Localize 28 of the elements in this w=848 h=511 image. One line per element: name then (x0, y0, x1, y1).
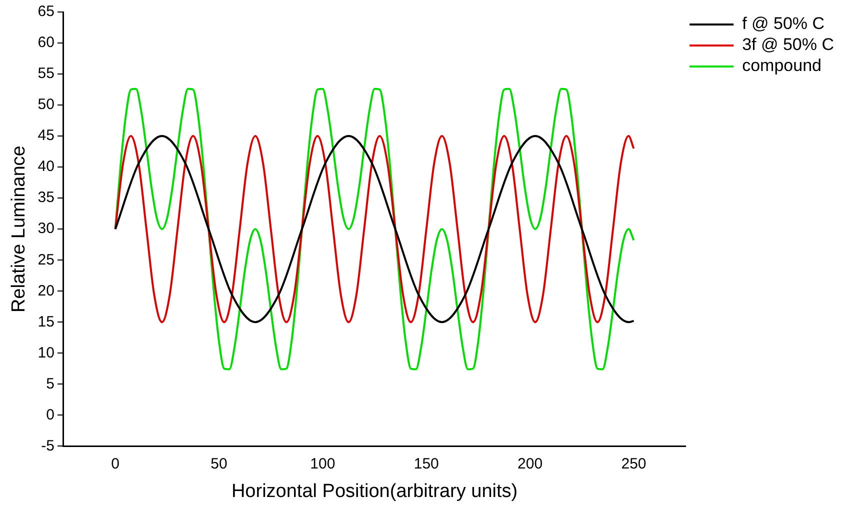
x-tick-label: 0 (111, 455, 120, 472)
y-tick-label: 0 (46, 406, 54, 424)
x-axis-title: Horizontal Position(arbitrary units) (231, 480, 518, 502)
y-tick-label: 35 (38, 189, 54, 206)
y-tick-label: 65 (38, 3, 54, 20)
y-tick-label: 55 (38, 65, 54, 82)
y-tick-label: 20 (38, 282, 54, 300)
y-tick-label: 5 (46, 375, 54, 392)
line-series (114, 88, 635, 370)
y-tick-label: 45 (38, 127, 54, 144)
legend-label: 3f @ 50% C (742, 35, 834, 54)
x-tick-label: 100 (310, 455, 336, 472)
y-tick-label: 25 (38, 251, 54, 268)
y-tick-label: 30 (38, 220, 54, 238)
x-tick-label: 50 (210, 455, 228, 472)
y-tick-label: 40 (38, 158, 54, 176)
y-tick-label: 60 (38, 34, 54, 52)
y-tick-label: -5 (41, 437, 54, 454)
y-tick-label: 50 (38, 96, 54, 114)
legend-label: f @ 50% C (742, 14, 825, 34)
x-tick-label: 150 (414, 455, 439, 472)
x-tick-label: 250 (621, 455, 646, 472)
y-tick-label: 15 (38, 313, 54, 330)
y-tick-label: 10 (38, 344, 54, 362)
legend-label: compound (742, 56, 822, 76)
line-series (114, 135, 635, 324)
x-tick-label: 200 (518, 455, 543, 472)
y-axis-title: Relative Luminance (8, 146, 30, 313)
